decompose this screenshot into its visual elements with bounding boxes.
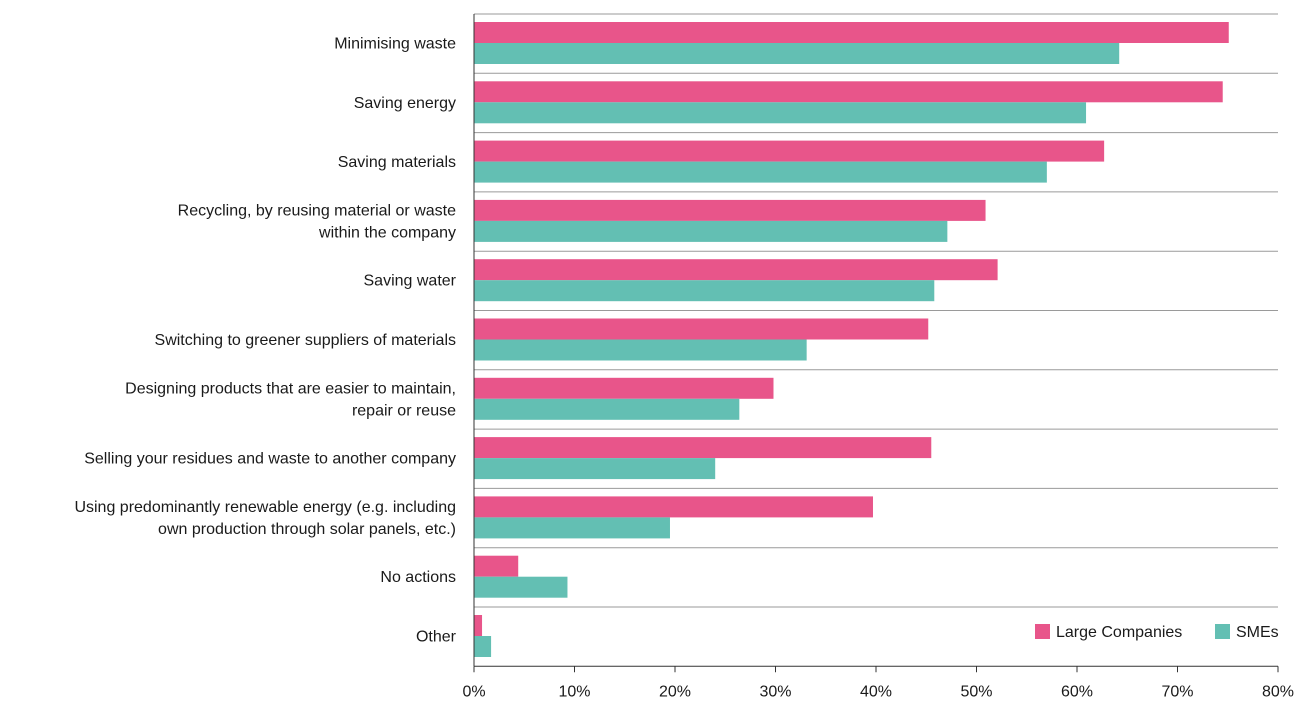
category-label: Saving energy — [354, 95, 456, 112]
category-separators — [474, 13, 1278, 608]
legend-swatch — [1035, 624, 1050, 639]
bars — [474, 22, 1229, 657]
x-tick-label: 20% — [659, 683, 691, 700]
bar-smes — [474, 398, 740, 420]
bar-smes — [474, 220, 948, 242]
bar-large-companies — [474, 22, 1229, 43]
bar-smes — [474, 576, 568, 598]
category-labels: Minimising waste Saving energy Saving mate… — [74, 36, 456, 646]
bar-large-companies — [474, 496, 873, 518]
category-label: Saving materials — [338, 154, 456, 171]
category-label: Using predominantly renewable energy (e.… — [74, 499, 456, 538]
bar-smes — [474, 517, 670, 539]
x-axis: 0% 10% 20% 30% 40% 50% 60% 70% 80% — [462, 14, 1294, 700]
category-label: No actions — [380, 569, 456, 586]
bar-large-companies — [474, 199, 986, 221]
legend-label: Large Companies — [1056, 624, 1182, 641]
category-label: Minimising waste — [334, 36, 456, 53]
x-tick-label: 50% — [960, 683, 992, 700]
x-tick-label: 0% — [462, 683, 485, 700]
category-label: Recycling, by reusing material or waste w… — [178, 202, 456, 241]
bar-large-companies — [474, 318, 929, 340]
legend-swatch — [1215, 624, 1230, 639]
bar-large-companies — [474, 140, 1105, 162]
x-tick-label: 10% — [558, 683, 590, 700]
bar-large-companies — [474, 555, 519, 577]
category-label: Other — [416, 629, 457, 646]
bar-smes — [474, 161, 1047, 183]
bar-large-companies — [474, 615, 483, 636]
bar-smes — [474, 280, 935, 302]
x-tick-label: 30% — [759, 683, 791, 700]
category-label: Selling your residues and waste to anoth… — [84, 451, 456, 468]
bar-smes — [474, 458, 716, 480]
bar-smes — [474, 102, 1087, 124]
legend-label: SMEs — [1236, 624, 1279, 641]
x-tick-label: 70% — [1161, 683, 1193, 700]
x-tick-label: 80% — [1262, 683, 1294, 700]
category-label: Switching to greener suppliers of materi… — [155, 332, 456, 349]
bar-large-companies — [474, 437, 932, 459]
legend: Large Companies SMEs — [1035, 624, 1279, 641]
category-label: Saving water — [364, 273, 457, 290]
bar-large-companies — [474, 259, 998, 281]
x-tick-label: 40% — [860, 683, 892, 700]
bar-smes — [474, 339, 807, 361]
x-tick-label: 60% — [1061, 683, 1093, 700]
bar-smes — [474, 43, 1120, 64]
category-label: Designing products that are easier to ma… — [125, 380, 456, 419]
bar-smes — [474, 636, 492, 657]
bar-large-companies — [474, 81, 1223, 103]
bar-large-companies — [474, 377, 774, 399]
